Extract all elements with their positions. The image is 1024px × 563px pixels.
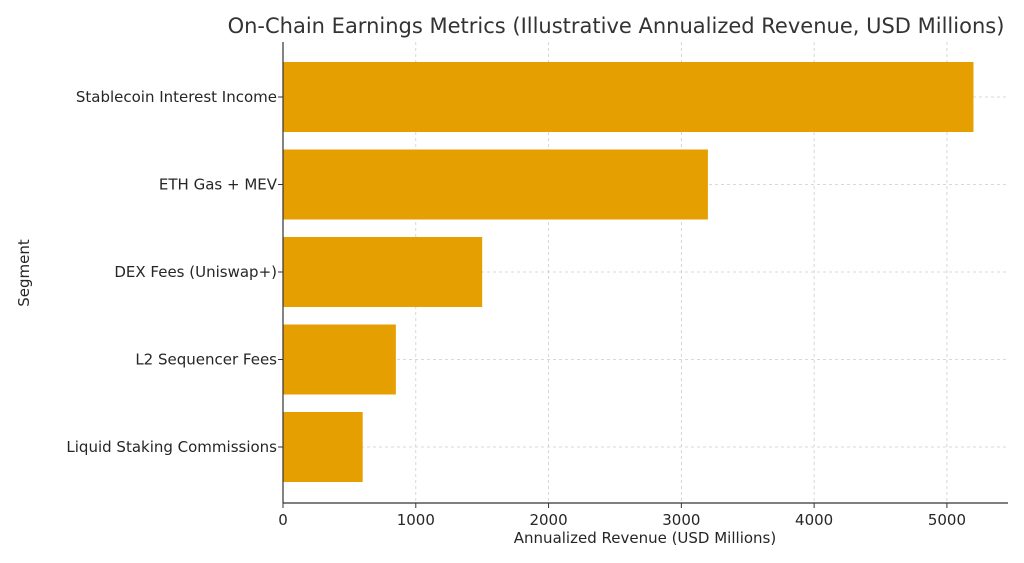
ticks: 0 1000 2000 3000 4000 5000 Stablecoin Interest… <box>66 88 966 529</box>
x-tick-label: 5000 <box>928 511 966 529</box>
y-tick-label: Stablecoin Interest Income <box>76 88 277 106</box>
bar <box>283 412 363 482</box>
bars <box>283 62 974 482</box>
y-tick-label: Liquid Staking Commissions <box>66 438 277 456</box>
y-tick-label: DEX Fees (Uniswap+) <box>114 263 277 281</box>
bar <box>283 149 708 220</box>
x-tick-label: 3000 <box>662 511 700 529</box>
bar <box>283 324 396 395</box>
y-tick-label: L2 Sequencer Fees <box>135 351 277 369</box>
x-tick-label: 0 <box>278 511 288 529</box>
x-tick-label: 1000 <box>397 511 435 529</box>
y-tick-label: ETH Gas + MEV <box>159 176 278 194</box>
bar <box>283 62 974 132</box>
x-axis-label: Annualized Revenue (USD Millions) <box>514 529 776 547</box>
y-axis-label: Segment <box>15 239 33 307</box>
bar <box>283 237 483 307</box>
x-tick-label: 4000 <box>795 511 833 529</box>
chart-title: On-Chain Earnings Metrics (Illustrative … <box>228 14 1005 38</box>
x-tick-label: 2000 <box>529 511 567 529</box>
